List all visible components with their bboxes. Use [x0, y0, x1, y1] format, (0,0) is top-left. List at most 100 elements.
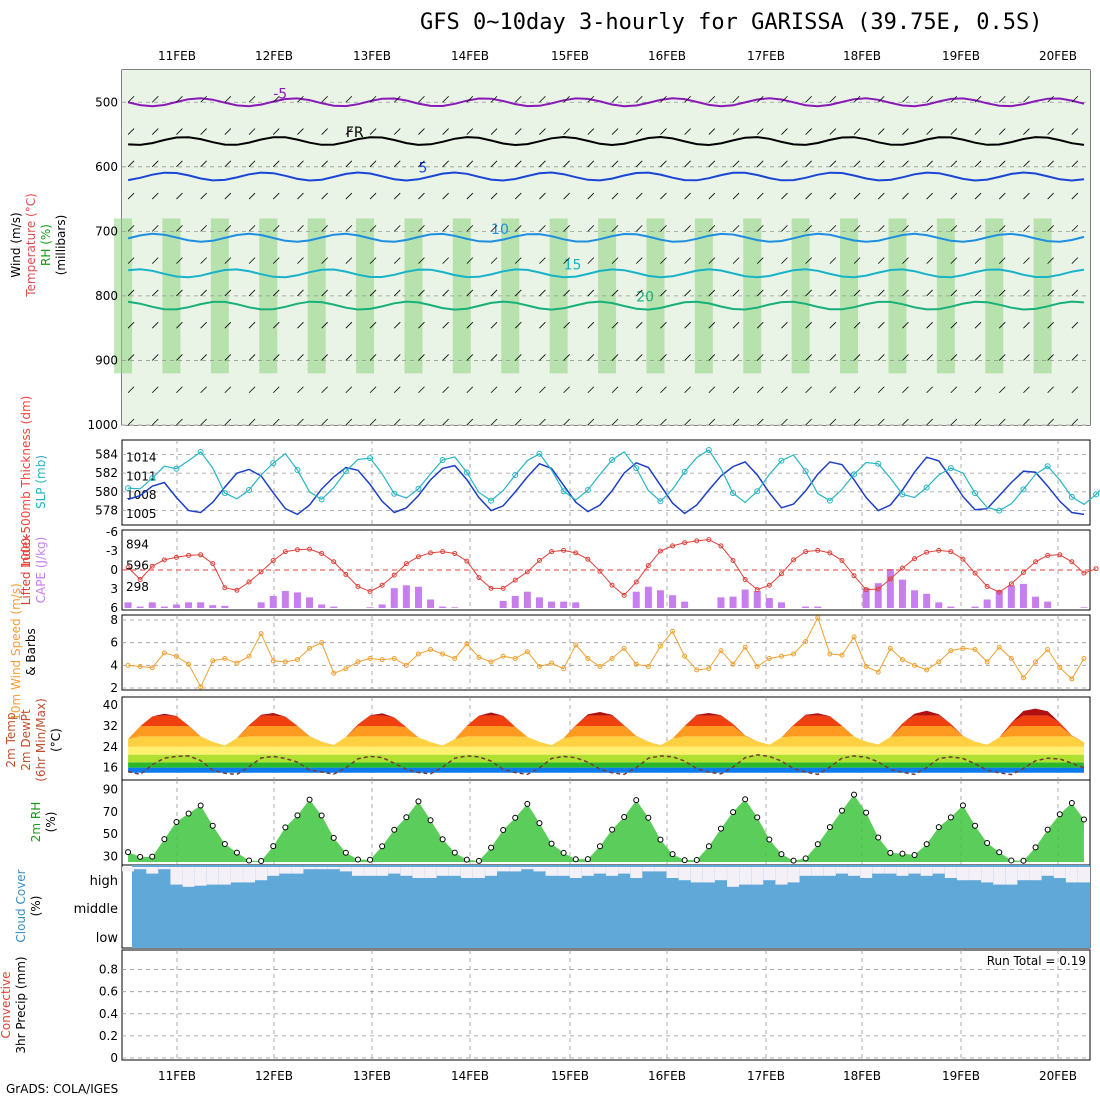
wind-barb [490, 289, 498, 297]
wind-tick-label: 2 [110, 681, 118, 695]
wind-barb [1023, 160, 1030, 168]
high-cloud-bar [787, 867, 800, 883]
wind-barb [369, 95, 377, 103]
lifted-index-point [1045, 552, 1051, 558]
wind-barb [611, 192, 619, 200]
wind-barb [756, 257, 764, 264]
wind-barb [877, 354, 885, 361]
wind-barb [418, 354, 425, 361]
cape-bar [439, 606, 447, 608]
slp-point [342, 468, 349, 475]
lifted-index-point [1033, 559, 1039, 565]
wind-barb [611, 418, 619, 426]
cape-bar [681, 601, 689, 608]
lifted-index-point [343, 571, 349, 577]
wind-barb [151, 418, 159, 426]
lifted-index-point [536, 558, 542, 563]
bottom-date-label: 15FEB [551, 1069, 589, 1083]
rh-point [717, 825, 724, 832]
wind-barb [297, 418, 304, 426]
bottom-date-label: 20FEB [1039, 1069, 1077, 1083]
wind-barb [684, 289, 691, 297]
rh-point [899, 850, 906, 857]
thickness-line [127, 456, 1085, 516]
wind-barb [1071, 418, 1079, 426]
slp-point [584, 487, 591, 493]
wind-barb [127, 354, 135, 361]
high-cloud-bar [872, 867, 885, 874]
wind-barb [587, 225, 595, 232]
cape-bar [911, 590, 919, 608]
wind-barb [224, 225, 232, 232]
wind-barb [1047, 418, 1054, 426]
wind-barb [635, 418, 643, 426]
temp-tick-label: 40 [103, 698, 118, 712]
slp-tick-label: 1005 [126, 507, 157, 521]
isotherm-line [127, 300, 1085, 311]
wind-barb [393, 257, 401, 264]
high-cloud-bar [533, 867, 546, 872]
wind-speed-point [1057, 665, 1063, 671]
wind-barb [418, 418, 425, 426]
wind-barb [272, 257, 280, 264]
wind-barb [442, 386, 449, 394]
wind-speed-point [379, 657, 385, 663]
lifted-index-point [984, 583, 990, 589]
rh-point [342, 849, 349, 856]
isotherm-line [127, 97, 1085, 108]
wind-barb [345, 128, 353, 135]
wind-barb [998, 386, 1006, 394]
wind-barb [272, 95, 280, 103]
wind-speed-point [996, 644, 1002, 650]
high-cloud-bar [424, 867, 437, 878]
wind-barb [732, 95, 740, 103]
cape-bar [281, 590, 289, 608]
lifted-index-point [827, 550, 833, 556]
wind-barb [1071, 386, 1079, 394]
wind-speed-point [488, 659, 494, 665]
wind-barb [926, 321, 933, 329]
wind-barb [466, 257, 474, 264]
wind-speed-point [682, 653, 688, 659]
rh-point [681, 857, 688, 864]
wind-barb [829, 192, 837, 200]
wind-speed-point [1081, 656, 1087, 662]
wind-barb [514, 354, 522, 361]
top-date-label: 12FEB [255, 49, 293, 63]
wind-speed-point [452, 656, 458, 662]
wind-barb [127, 321, 135, 329]
wind-barb [442, 321, 449, 329]
wind-barb [151, 95, 159, 103]
rh-moist-column [549, 218, 568, 374]
rh-point [1020, 857, 1027, 864]
rh-point [911, 851, 918, 858]
cape-bar [160, 606, 168, 608]
wind-barb [514, 386, 522, 394]
cape-bar [548, 601, 556, 608]
isotherm-line [128, 135, 1085, 147]
wind-speed-point [367, 656, 373, 662]
wind-speed-point [270, 658, 276, 664]
bottom-date-label: 12FEB [255, 1069, 293, 1083]
temp-tick-label: 16 [103, 761, 118, 775]
wind-barb [853, 257, 861, 264]
rh-point [233, 849, 240, 856]
wind-barb [587, 386, 595, 394]
slp-point [173, 465, 180, 472]
wind-speed-point [791, 651, 797, 657]
high-cloud-bar [581, 867, 594, 876]
high-cloud-bar [775, 867, 788, 885]
isotherm-line [128, 268, 1085, 279]
high-cloud-bar [969, 867, 982, 881]
wind-barb [127, 192, 135, 200]
rh-point [838, 807, 845, 814]
top-date-label: 18FEB [843, 49, 881, 63]
cape-bar [814, 606, 822, 608]
wind-barb [466, 321, 474, 329]
bottom-date-label: 11FEB [158, 1069, 196, 1083]
wind-barb [490, 257, 498, 264]
cape-bar [765, 598, 773, 608]
cape-bar [572, 602, 580, 608]
rh-moist-column [840, 218, 859, 374]
wind-barb [539, 418, 546, 426]
